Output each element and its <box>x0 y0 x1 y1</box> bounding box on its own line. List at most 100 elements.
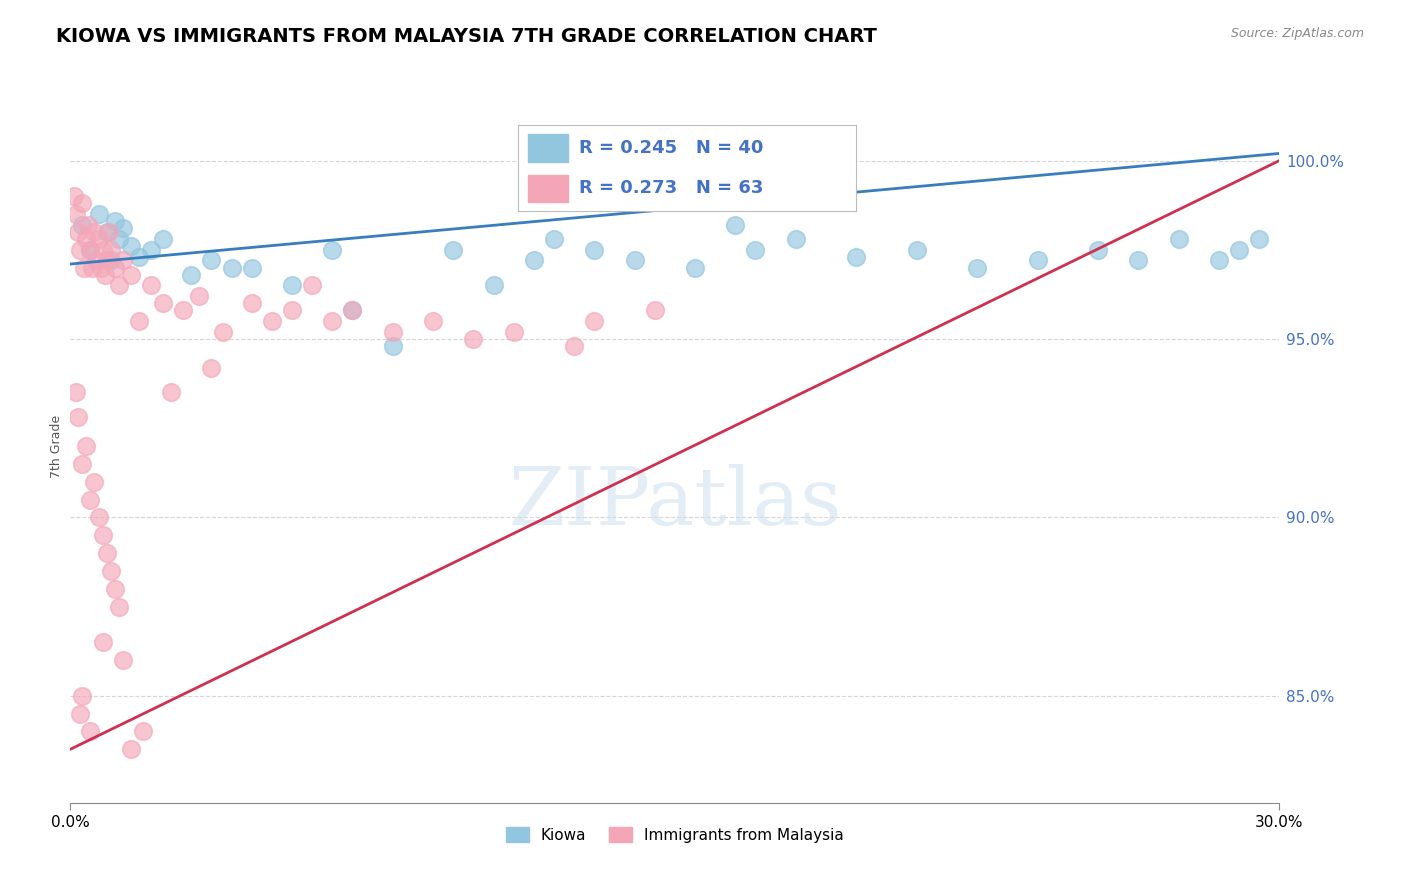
Point <box>441 243 464 257</box>
Point <box>422 314 444 328</box>
Point <box>342 303 364 318</box>
Point <box>79 492 101 507</box>
Point <box>100 243 122 257</box>
Point <box>87 510 110 524</box>
Point <box>966 260 988 275</box>
Point <box>160 385 183 400</box>
Point <box>120 742 142 756</box>
Point <box>83 225 105 239</box>
Point <box>785 232 807 246</box>
Point <box>107 599 129 614</box>
Point <box>100 253 122 268</box>
Point <box>107 232 129 246</box>
Point <box>72 218 94 232</box>
Point <box>96 225 118 239</box>
Point <box>381 325 404 339</box>
Point <box>111 253 134 268</box>
Point <box>120 268 142 282</box>
Point <box>132 724 155 739</box>
Point <box>342 303 364 318</box>
Point <box>128 250 150 264</box>
Point <box>1208 253 1230 268</box>
Point <box>97 225 120 239</box>
Point <box>152 232 174 246</box>
Point <box>381 339 404 353</box>
Point <box>73 260 96 275</box>
Point <box>845 250 868 264</box>
Point <box>1167 232 1189 246</box>
Point <box>583 314 606 328</box>
Point <box>744 243 766 257</box>
Point <box>240 260 263 275</box>
Point <box>644 303 666 318</box>
Point <box>1128 253 1150 268</box>
Point <box>75 232 97 246</box>
Point <box>67 410 90 425</box>
Point <box>321 314 343 328</box>
Point <box>72 457 94 471</box>
Text: Source: ZipAtlas.com: Source: ZipAtlas.com <box>1230 27 1364 40</box>
Point <box>188 289 211 303</box>
Point <box>69 243 91 257</box>
Point <box>623 253 645 268</box>
Point <box>72 689 94 703</box>
Point <box>86 253 108 268</box>
Point <box>139 278 162 293</box>
Point <box>139 243 162 257</box>
Text: KIOWA VS IMMIGRANTS FROM MALAYSIA 7TH GRADE CORRELATION CHART: KIOWA VS IMMIGRANTS FROM MALAYSIA 7TH GR… <box>56 27 877 45</box>
Point <box>562 339 585 353</box>
Point <box>1026 253 1049 268</box>
Point <box>100 564 122 578</box>
Point <box>724 218 747 232</box>
Point <box>463 332 485 346</box>
Point <box>91 243 114 257</box>
Point <box>91 528 114 542</box>
Point <box>221 260 243 275</box>
Point <box>87 207 110 221</box>
Point <box>180 268 202 282</box>
Point <box>523 253 546 268</box>
Point <box>240 296 263 310</box>
Point <box>91 635 114 649</box>
Point <box>79 724 101 739</box>
Point <box>93 268 115 282</box>
Point <box>683 260 706 275</box>
Point <box>82 260 104 275</box>
Point <box>905 243 928 257</box>
Point <box>111 221 134 235</box>
Point <box>65 207 87 221</box>
Point <box>63 189 86 203</box>
Point <box>96 546 118 560</box>
Point <box>200 253 222 268</box>
Point <box>77 218 100 232</box>
Point <box>75 439 97 453</box>
Legend: Kiowa, Immigrants from Malaysia: Kiowa, Immigrants from Malaysia <box>499 821 851 848</box>
Point <box>583 243 606 257</box>
Point <box>67 225 90 239</box>
Point <box>1087 243 1109 257</box>
Point <box>212 325 235 339</box>
Point <box>120 239 142 253</box>
Point <box>87 232 110 246</box>
Point <box>321 243 343 257</box>
Point <box>1249 232 1271 246</box>
Point <box>301 278 323 293</box>
Point <box>152 296 174 310</box>
Point <box>281 278 304 293</box>
Point <box>79 243 101 257</box>
Point <box>65 385 87 400</box>
Point <box>172 303 194 318</box>
Point <box>543 232 565 246</box>
Point <box>83 475 105 489</box>
Point <box>90 260 111 275</box>
Point <box>96 253 118 268</box>
Point <box>502 325 524 339</box>
Point <box>260 314 283 328</box>
Point <box>69 706 91 721</box>
Point <box>72 196 94 211</box>
Point <box>281 303 304 318</box>
Point <box>200 360 222 375</box>
Text: ZIPatlas: ZIPatlas <box>508 464 842 542</box>
Point <box>107 278 129 293</box>
Point <box>104 260 127 275</box>
